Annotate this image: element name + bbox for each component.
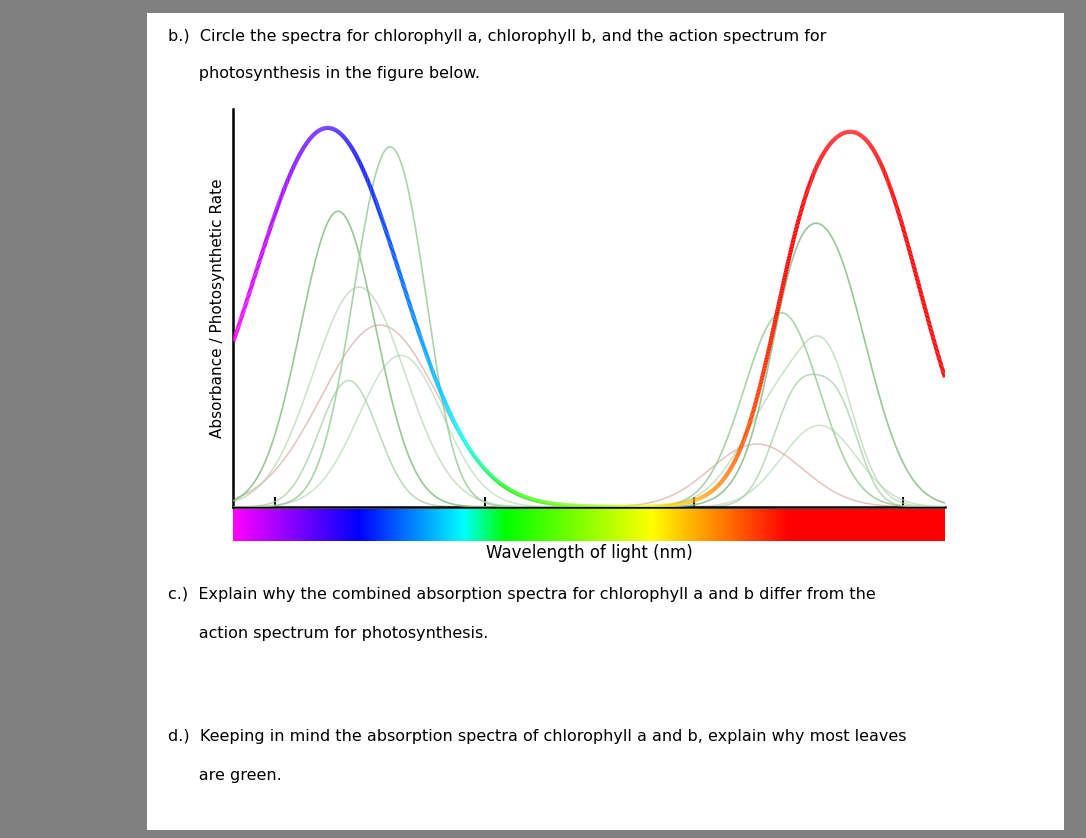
Y-axis label: Absorbance / Photosynthetic Rate: Absorbance / Photosynthetic Rate [211, 178, 225, 437]
Text: are green.: are green. [168, 768, 282, 783]
Text: b.)  Circle the spectra for chlorophyll a, chlorophyll b, and the action spectru: b.) Circle the spectra for chlorophyll a… [168, 29, 826, 44]
Text: Wavelength of light (nm): Wavelength of light (nm) [485, 544, 693, 561]
Text: c.)  Explain why the combined absorption spectra for chlorophyll a and b differ : c.) Explain why the combined absorption … [168, 587, 876, 602]
Text: d.)  Keeping in mind the absorption spectra of chlorophyll a and b, explain why : d.) Keeping in mind the absorption spect… [168, 729, 907, 744]
Text: action spectrum for photosynthesis.: action spectrum for photosynthesis. [168, 625, 489, 640]
Text: photosynthesis in the figure below.: photosynthesis in the figure below. [168, 65, 480, 80]
